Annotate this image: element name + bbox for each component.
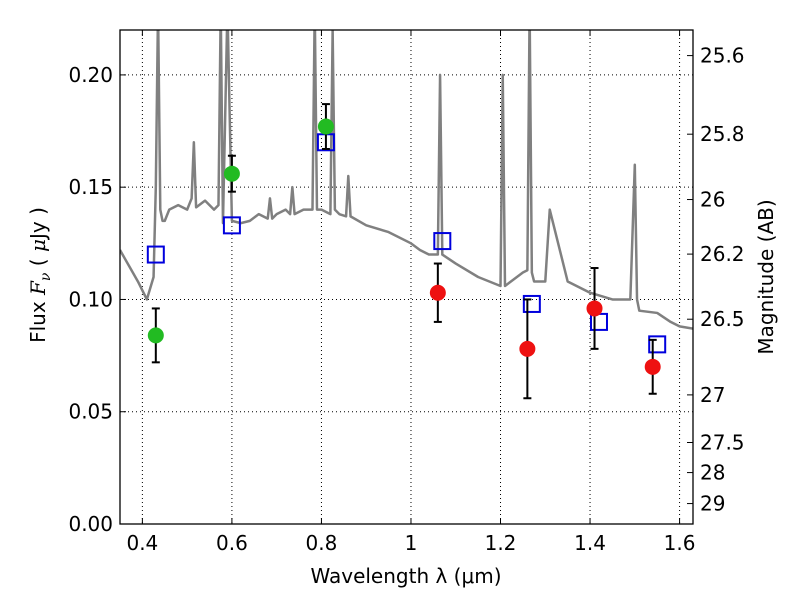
y2-tick-label: 29: [700, 492, 725, 516]
y-tick-label: 0.05: [68, 400, 113, 424]
observed-point-red: [586, 300, 603, 317]
y-tick-label: 0.00: [68, 512, 113, 536]
x-axis-ticks: 0.4 0.6 0.8 1 1.2 1.4 1.6: [126, 30, 695, 555]
model-square-point: [648, 335, 667, 354]
x-tick-label: 0.8: [306, 531, 338, 555]
observed-point-red: [429, 284, 446, 301]
right-axis-ticks: 25.6 25.8 26 26.2 26.5 27 27.5 28 29: [687, 44, 745, 516]
observed-point-green: [147, 327, 164, 344]
x-tick-label: 1.4: [574, 531, 606, 555]
y2-axis-label: Magnitude (AB): [754, 199, 778, 354]
y2-tick-label: 28: [700, 461, 725, 485]
y2-tick-label: 25.6: [700, 44, 745, 68]
plot-frame: [119, 29, 694, 525]
x-tick-label: 1.2: [485, 531, 517, 555]
x-tick-label: 1: [405, 531, 418, 555]
observed-point-red: [519, 340, 536, 357]
y2-tick-label: 27: [700, 383, 725, 407]
marker-layer: [146, 103, 667, 400]
y-tick-label: 0.20: [68, 63, 113, 87]
observed-point-green: [223, 165, 240, 182]
observed-point-red: [644, 358, 661, 375]
model-square-point: [522, 294, 541, 313]
spectrum-line: [120, 30, 693, 330]
y2-tick-label: 25.8: [700, 122, 745, 146]
y2-tick-label: 26.5: [700, 307, 745, 331]
model-square-point: [222, 216, 241, 235]
y-axis-ticks: 0.00 0.05 0.10 0.15 0.20: [68, 63, 126, 536]
x-tick-label: 0.4: [126, 531, 158, 555]
observed-point-green: [317, 118, 334, 135]
y2-tick-label: 26.2: [700, 242, 745, 266]
x-axis-label: Wavelength λ (μm): [310, 564, 501, 588]
y-tick-label: 0.15: [68, 175, 113, 199]
grid: [120, 30, 693, 525]
y-axis-label: Flux Fν ( μJy ): [26, 207, 54, 343]
x-tick-label: 0.6: [216, 531, 248, 555]
y2-tick-label: 27.5: [700, 430, 745, 454]
y-tick-label: 0.10: [68, 287, 113, 311]
x-tick-label: 1.6: [664, 531, 696, 555]
y2-tick-label: 26: [700, 188, 725, 212]
model-square-point: [146, 245, 165, 264]
model-square-point: [433, 232, 452, 251]
spectrum-layer: [120, 30, 693, 330]
